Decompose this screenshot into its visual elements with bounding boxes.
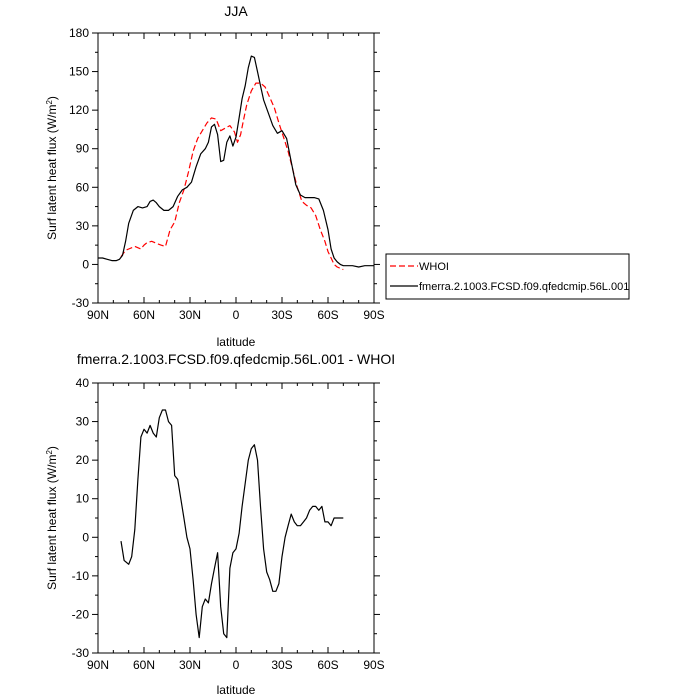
bottom-chart-ylabel-sup: 2 bbox=[45, 450, 54, 455]
bottom-chart-ylabel-close: ) bbox=[45, 446, 59, 450]
bottom-x-tick-label: 90N bbox=[87, 658, 109, 672]
top-y-tick-label: 30 bbox=[76, 219, 90, 233]
bottom-chart: fmerra.2.1003.FCSD.f09.qfedcmip.56L.001 … bbox=[45, 351, 396, 697]
top-chart-ylabel-sup: 2 bbox=[45, 100, 54, 105]
top-x-tick-label: 60N bbox=[133, 308, 155, 322]
top-y-tick-label: 0 bbox=[82, 257, 89, 271]
legend-box bbox=[385, 253, 630, 300]
top-series-line-whoi bbox=[120, 82, 344, 271]
bottom-y-tick-label: 0 bbox=[82, 530, 89, 544]
bottom-chart-xlabel: latitude bbox=[217, 683, 256, 697]
top-chart-ylabel-main: Surf latent heat flux (W/m bbox=[45, 105, 59, 240]
top-y-tick-label: 180 bbox=[69, 26, 89, 40]
top-y-tick-label: -30 bbox=[72, 296, 90, 310]
bottom-chart-title: fmerra.2.1003.FCSD.f09.qfedcmip.56L.001 … bbox=[77, 351, 395, 367]
top-chart-ticks: 90N 60N 30N 0 30S 60S 90S -30 0 30 60 90 120 150 180 bbox=[69, 26, 385, 322]
bottom-series-line-difference bbox=[120, 409, 344, 639]
legend-model-label: fmerra.2.1003.FCSD.f09.qfedcmip.56L.001 bbox=[419, 281, 629, 293]
top-chart: JJA 90N 60N 30N 0 30S 60S 90S -30 0 30 60 90 120 150 1… bbox=[45, 3, 630, 349]
bottom-y-tick-label: -30 bbox=[72, 646, 90, 660]
top-chart-ylabel-close: ) bbox=[45, 96, 59, 100]
bottom-chart-ticks: 90N 60N 30N 0 30S 60S 90S -30 -20 -10 0 10 20 30 40 bbox=[72, 376, 385, 672]
top-series-line-model bbox=[98, 55, 374, 268]
top-chart-xlabel: latitude bbox=[217, 335, 256, 349]
top-y-tick-label: 90 bbox=[76, 142, 90, 156]
bottom-y-tick-label: 20 bbox=[76, 453, 90, 467]
bottom-chart-frame bbox=[97, 382, 375, 654]
bottom-chart-ylabel: Surf latent heat flux (W/m2) bbox=[45, 446, 60, 590]
top-y-tick-label: 60 bbox=[76, 180, 90, 194]
bottom-x-tick-label: 30S bbox=[271, 658, 292, 672]
bottom-y-tick-label: 30 bbox=[76, 415, 90, 429]
top-chart-title: JJA bbox=[224, 3, 248, 19]
bottom-x-tick-label: 0 bbox=[233, 658, 240, 672]
top-chart-ylabel: Surf latent heat flux (W/m2) bbox=[45, 96, 60, 240]
top-chart-series bbox=[98, 55, 374, 271]
bottom-x-tick-label: 30N bbox=[179, 658, 201, 672]
bottom-y-tick-label: -20 bbox=[72, 607, 90, 621]
bottom-y-tick-label: -10 bbox=[72, 569, 90, 583]
bottom-y-tick-label: 40 bbox=[76, 376, 90, 390]
top-x-tick-label: 30S bbox=[271, 308, 292, 322]
bottom-chart-ylabel-main: Surf latent heat flux (W/m bbox=[45, 455, 59, 590]
top-x-tick-label: 90N bbox=[87, 308, 109, 322]
legend: WHOI fmerra.2.1003.FCSD.f09.qfedcmip.56L… bbox=[385, 253, 630, 300]
bottom-x-tick-label: 90S bbox=[363, 658, 384, 672]
legend-whoi-label: WHOI bbox=[419, 261, 449, 273]
top-x-tick-label: 90S bbox=[363, 308, 384, 322]
top-y-tick-label: 120 bbox=[69, 103, 89, 117]
bottom-x-tick-label: 60S bbox=[317, 658, 338, 672]
top-x-tick-label: 0 bbox=[233, 308, 240, 322]
bottom-x-tick-label: 60N bbox=[133, 658, 155, 672]
top-y-tick-label: 150 bbox=[69, 65, 89, 79]
top-x-tick-label: 30N bbox=[179, 308, 201, 322]
bottom-y-tick-label: 10 bbox=[76, 492, 90, 506]
top-x-tick-label: 60S bbox=[317, 308, 338, 322]
bottom-chart-series bbox=[120, 409, 344, 639]
